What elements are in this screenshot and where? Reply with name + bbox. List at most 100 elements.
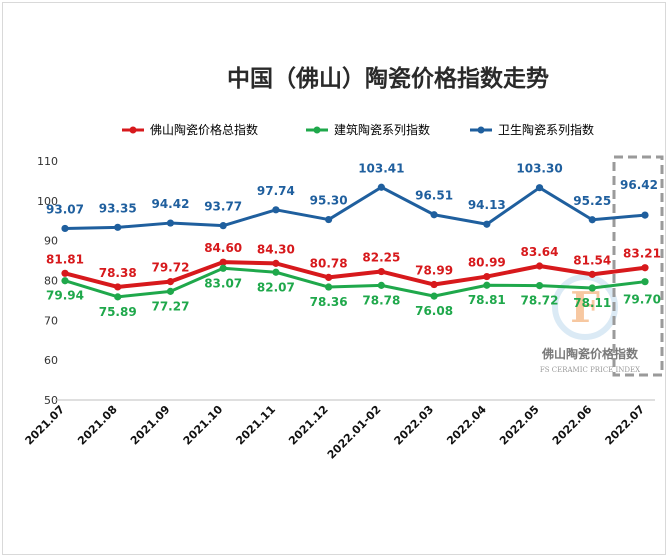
x-tick-label: 2022.03 [392, 403, 437, 448]
legend-label: 佛山陶瓷价格总指数 [150, 122, 258, 137]
data-point [377, 281, 385, 289]
data-label: 81.81 [46, 252, 84, 266]
data-point [588, 284, 596, 292]
series-line [64, 185, 646, 230]
data-label: 80.78 [310, 256, 348, 270]
y-tick-label: 80 [44, 275, 58, 288]
x-tick-label: 2022.07 [602, 403, 647, 448]
data-label: 79.94 [46, 289, 84, 303]
data-label: 103.41 [358, 161, 404, 175]
legend-marker [313, 126, 321, 134]
data-point [588, 216, 596, 224]
data-label: 93.77 [204, 200, 242, 214]
y-tick-label: 70 [44, 314, 58, 327]
data-point [641, 264, 649, 272]
y-tick-label: 60 [44, 354, 58, 367]
data-point [535, 184, 544, 192]
y-axis: 50 60 70 80 90 100 110 [37, 155, 58, 407]
data-point [535, 262, 544, 270]
data-label: 94.42 [151, 197, 189, 211]
watermark-logo-letter: F [570, 283, 600, 332]
data-point [219, 222, 227, 230]
data-label: 80.99 [468, 256, 506, 270]
data-point [114, 223, 122, 231]
chart-title: 中国（佛山）陶瓷价格指数走势 [227, 65, 549, 92]
x-tick-label: 2021.08 [75, 403, 120, 448]
data-point [430, 211, 438, 219]
data-label: 96.42 [620, 178, 658, 192]
data-label: 94.13 [468, 198, 506, 212]
data-label: 79.72 [151, 261, 189, 275]
legend-label: 卫生陶瓷系列指数 [498, 122, 594, 137]
data-point [272, 206, 280, 214]
data-point [535, 281, 544, 290]
data-label: 84.30 [257, 242, 295, 256]
series-line [64, 260, 646, 289]
legend-marker [477, 126, 485, 134]
data-label: 82.07 [257, 280, 295, 294]
data-label: 82.25 [362, 251, 400, 265]
highlight-box [612, 155, 664, 377]
x-axis: 2021.07 2021.08 2021.09 2021.10 2021.11 2021.… [22, 399, 655, 462]
x-tick-label: 2021.09 [128, 403, 173, 448]
x-tick-label: 2022.05 [497, 403, 542, 448]
y-tick-label: 100 [37, 195, 58, 208]
y-tick-label: 110 [37, 155, 58, 168]
series-line [64, 266, 646, 299]
watermark: F 佛山陶瓷价格指数 FS CERAMIC PRICE INDEX [540, 274, 640, 374]
data-label: 79.70 [623, 293, 661, 307]
data-point [641, 278, 649, 286]
data-point [272, 268, 280, 276]
data-point [114, 283, 122, 291]
legend-marker [129, 126, 137, 134]
data-point [219, 258, 227, 266]
data-point [377, 267, 385, 276]
data-point [166, 278, 175, 286]
data-point [166, 219, 175, 227]
data-label: 83.21 [623, 247, 661, 261]
x-tick-label: 2022.06 [550, 403, 595, 448]
data-label: 96.51 [415, 189, 453, 203]
data-label: 103.30 [516, 162, 562, 176]
data-point [325, 215, 333, 224]
y-tick-label: 50 [44, 394, 58, 407]
data-point [377, 183, 385, 191]
data-point [325, 283, 333, 291]
data-label: 83.64 [521, 245, 559, 259]
data-label: 93.35 [99, 201, 137, 215]
data-point [483, 272, 491, 281]
data-point [114, 293, 122, 301]
data-point [641, 211, 649, 219]
x-tick-label: 2021.07 [22, 403, 67, 448]
data-point [61, 269, 69, 277]
data-label: 95.25 [573, 194, 611, 208]
data-labels: 81.81 78.38 79.72 84.60 84.30 80.78 82.25 78.99… [46, 161, 661, 319]
data-point [166, 287, 175, 295]
data-point [430, 280, 438, 289]
data-label: 83.07 [204, 276, 242, 290]
x-tick-label: 2022.04 [444, 403, 489, 448]
series-lines [61, 183, 649, 301]
data-label: 78.72 [521, 294, 559, 308]
data-label: 76.08 [415, 304, 453, 318]
data-label: 95.30 [310, 194, 348, 208]
data-point [61, 277, 69, 285]
watermark-subtext: FS CERAMIC PRICE INDEX [540, 366, 640, 374]
data-point [219, 264, 227, 272]
legend-label: 建筑陶瓷系列指数 [334, 122, 430, 137]
data-label: 84.60 [204, 241, 242, 255]
data-label: 78.11 [573, 296, 611, 310]
data-label: 97.74 [257, 184, 295, 198]
watermark-text: 佛山陶瓷价格指数 [541, 346, 639, 361]
data-point [61, 224, 69, 233]
data-point [430, 292, 438, 300]
x-tick-label: 2021.12 [286, 403, 331, 448]
x-tick-label: 2022.01-02 [325, 403, 384, 462]
y-tick-label: 90 [44, 235, 58, 248]
data-label: 78.78 [362, 293, 400, 307]
x-tick-label: 2021.10 [181, 403, 226, 448]
data-label: 81.54 [573, 253, 611, 267]
data-point [325, 273, 333, 281]
